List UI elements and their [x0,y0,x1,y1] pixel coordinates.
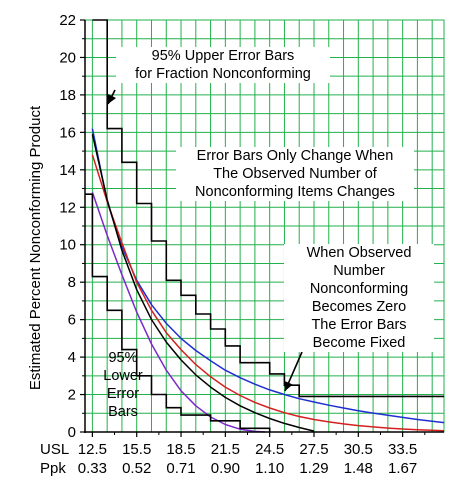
y-tick-label: 12 [59,199,76,216]
annotation-line: for Fraction Nonconforming [135,66,311,82]
annotation-line: 95% Upper Error Bars [151,48,295,64]
y-tick-label: 6 [68,312,76,329]
annotation-line: Become Fixed [312,335,406,351]
annotation-upper-error-bars: 95% Upper Error Bars for Fraction Nonconf… [116,47,330,83]
usl-tick-label: 30.5 [344,441,373,458]
y-tick-label: 14 [59,162,76,179]
usl-tick-label: 33.5 [388,441,417,458]
zero-arrow-head [284,380,293,391]
axes: 0 2 4 6 8 10 12 14 16 18 20 22 12.5 0.33 15.5 0.52 18.5 0… [40,12,444,477]
usl-tick-label: 12.5 [78,441,107,458]
usl-tick-label: 15.5 [122,441,151,458]
y-tick-label: 10 [59,237,76,254]
y-tick-label: 0 [68,424,76,441]
ppk-tick-label: 0.90 [211,460,240,477]
annotation-line: 95% [108,350,138,366]
ppk-tick-label: 0.71 [166,460,195,477]
annotation-line: Nonconforming Items Changes [195,184,395,200]
ppk-row-label: Ppk [40,460,66,477]
annotation-line: Lower [103,368,143,384]
y-tick-label: 22 [59,12,76,29]
y-axis-label: Estimated Percent Nonconforming Product [27,105,44,390]
y-tick-label: 20 [59,49,76,66]
curve-series-3 [91,192,266,433]
y-tick-label: 16 [59,124,76,141]
usl-tick-label: 21.5 [211,441,240,458]
annotation-line: Becomes Zero [311,299,407,315]
usl-tick-label: 24.5 [255,441,284,458]
annotation-line: When Observed [306,245,412,261]
usl-tick-label: 18.5 [166,441,195,458]
annotation-line: Error [106,386,140,402]
upper-arrow [107,89,117,105]
annotation-error-bars-change: Error Bars Only Change When The Observed … [176,147,414,201]
ppk-tick-label: 1.29 [299,460,328,477]
annotation-line: The Error Bars [311,317,407,333]
annotation-line: The Observed Number of [213,166,377,182]
curves [85,19,445,433]
usl-tick-label: 27.5 [299,441,328,458]
step-series-4 [92,19,444,398]
ppk-tick-label: 1.67 [388,460,417,477]
curve-series-1 [91,154,445,432]
zero-arrow [284,351,303,392]
y-tick-label: 2 [68,387,76,404]
curve-series-0 [91,128,445,424]
annotation-line: Nonconforming [309,281,409,297]
annotation-lower-error-bars: 95% Lower Error Bars [96,349,150,421]
ppk-tick-label: 0.52 [122,460,151,477]
curve-series-2 [91,134,315,432]
ppk-tick-label: 1.10 [255,460,284,477]
usl-row-label: USL [40,441,69,458]
upper-arrow-head [108,93,117,104]
annotation-observed-zero: When Observed Number Nonconforming Becomes … [284,244,434,352]
annotation-line: Number [333,263,385,279]
y-tick-label: 8 [68,274,76,291]
annotation-line: Error Bars Only Change When [196,148,394,164]
y-tick-label: 4 [68,349,76,366]
annotation-line: Bars [108,404,138,420]
ppk-tick-label: 1.48 [344,460,373,477]
arrows [107,89,303,392]
ppk-tick-label: 0.33 [78,460,107,477]
step-series-5 [85,193,271,432]
y-tick-label: 18 [59,87,76,104]
